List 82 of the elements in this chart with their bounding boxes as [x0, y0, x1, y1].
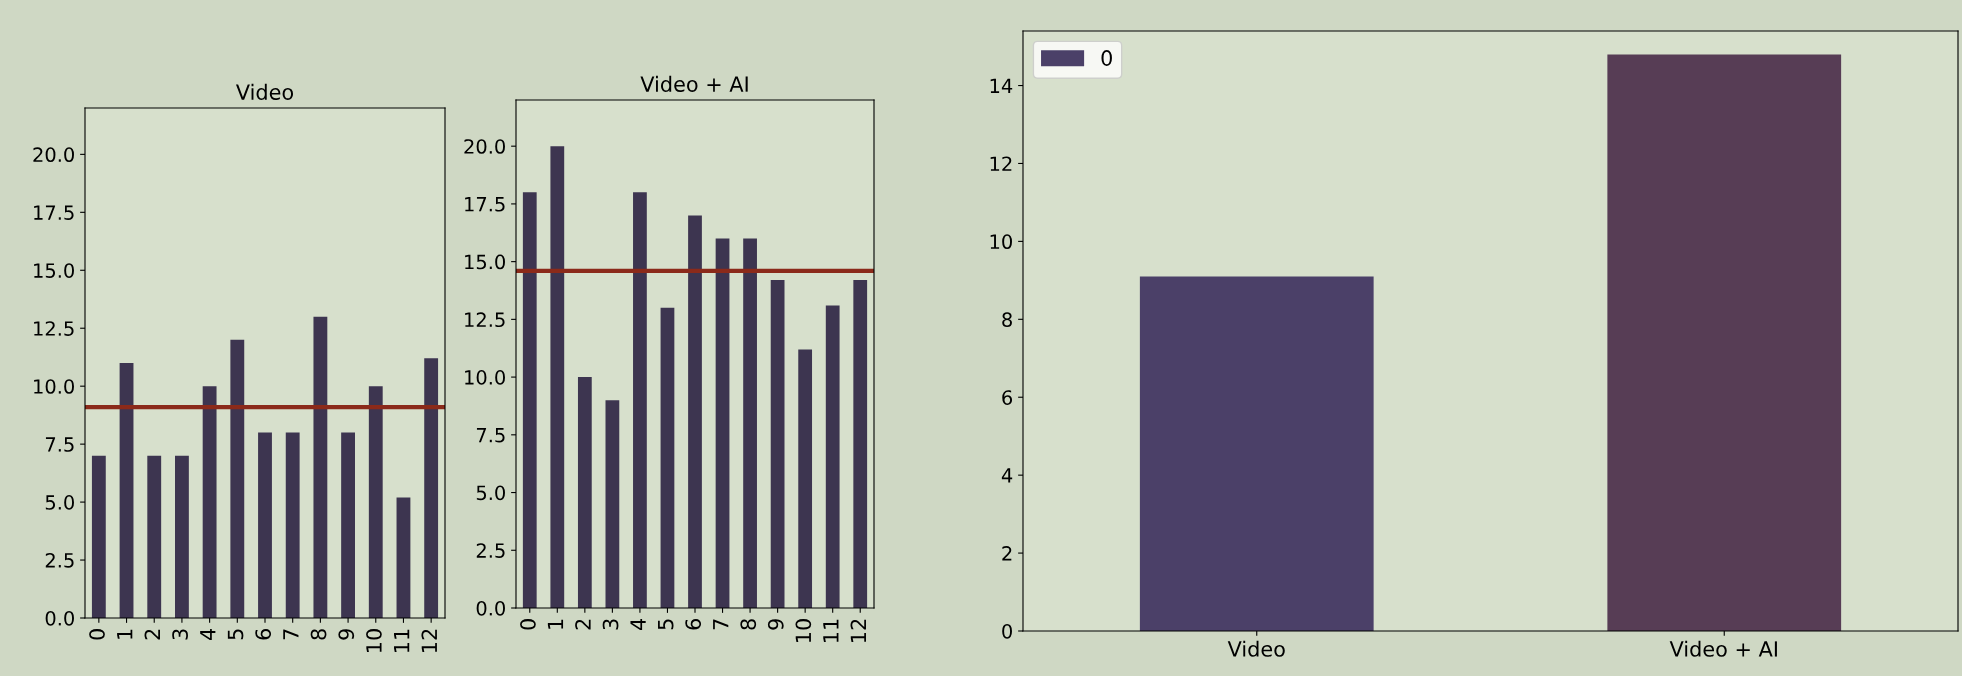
bar	[175, 455, 189, 618]
x-tick-label: 1	[117, 629, 133, 639]
x-tick-label: 10	[366, 629, 382, 652]
bar	[660, 307, 675, 608]
bar	[147, 455, 162, 618]
y-tick-label: 10.0	[465, 370, 505, 385]
y-tick-label: 2.5	[476, 543, 505, 558]
y-tick-label: 2	[1002, 546, 1012, 561]
bar	[258, 432, 272, 618]
bar	[577, 377, 592, 608]
y-tick-label: 6	[1002, 390, 1013, 405]
y-tick-label: 12	[990, 156, 1012, 171]
y-tick-label: 15.0	[465, 254, 505, 270]
bar	[633, 192, 647, 608]
y-tick-label: 12.5	[34, 321, 74, 336]
x-tick-label: 6	[685, 619, 702, 630]
y-tick-label: 5.0	[476, 485, 505, 501]
bar	[853, 280, 868, 608]
x-tick-label: 1	[547, 619, 564, 629]
bar	[770, 280, 785, 608]
y-tick-label: 5.0	[45, 495, 74, 510]
x-tick-label: 8	[740, 619, 757, 630]
y-tick-label: 0.0	[476, 600, 505, 616]
x-tick-label: 2	[144, 629, 160, 640]
y-tick-label: 7.5	[45, 437, 74, 452]
bar	[230, 339, 245, 618]
x-tick-label: Video + AI	[1669, 640, 1777, 657]
x-tick-label: 5	[658, 619, 674, 630]
y-tick-label: 7.5	[476, 428, 505, 443]
x-tick-label: 8	[310, 629, 327, 640]
x-tick-label: 7	[713, 619, 729, 630]
bar	[313, 316, 328, 618]
y-tick-label: 4	[1001, 468, 1013, 483]
x-tick-label: 12	[850, 619, 866, 642]
y-tick-label: 2.5	[45, 553, 74, 568]
bar	[522, 192, 537, 608]
x-tick-label: 12	[421, 629, 437, 652]
y-tick-label: 17.5	[465, 197, 505, 212]
bar	[341, 432, 355, 618]
x-tick-label: 9	[767, 619, 784, 630]
bar	[119, 363, 134, 618]
bar	[550, 146, 565, 608]
x-tick-label: 0	[520, 619, 536, 630]
x-tick-label: 11	[823, 619, 839, 642]
bar	[743, 238, 757, 608]
x-tick-label: 7	[283, 629, 299, 640]
y-tick-label: 10	[990, 234, 1012, 250]
bar	[605, 400, 620, 608]
y-tick-label: 10.0	[34, 379, 74, 394]
x-tick-label: 4	[630, 618, 646, 630]
y-tick-label: 8	[1002, 312, 1012, 327]
chart-title: Video + AI	[640, 75, 748, 92]
x-tick-label: Video	[1227, 640, 1285, 657]
bar	[798, 349, 813, 608]
x-tick-label: 3	[602, 619, 619, 630]
y-tick-label: 20.0	[464, 139, 505, 154]
bar	[715, 238, 730, 608]
y-tick-label: 17.5	[34, 205, 74, 220]
bar	[688, 215, 702, 608]
y-tick-label: 0.0	[45, 610, 74, 626]
bar	[424, 358, 439, 618]
x-tick-label: 0	[89, 629, 105, 640]
legend-label: 0	[1101, 50, 1112, 66]
chart-title: Video	[235, 83, 294, 100]
x-tick-label: 5	[227, 629, 244, 640]
bar	[396, 497, 411, 618]
x-tick-label: 3	[172, 629, 188, 640]
x-tick-label: 4	[200, 628, 216, 640]
y-tick-label: 14	[990, 78, 1013, 93]
x-tick-label: 2	[575, 619, 591, 630]
y-tick-label: 15.0	[34, 263, 74, 278]
y-tick-label: 20.0	[33, 147, 74, 163]
y-tick-label: 12.5	[465, 312, 505, 328]
bar	[825, 305, 840, 608]
bar	[285, 432, 300, 618]
x-tick-label: 6	[255, 629, 272, 640]
bar	[91, 455, 106, 618]
bar	[368, 386, 383, 618]
x-tick-label: 9	[338, 629, 355, 640]
x-tick-label: 11	[394, 629, 410, 652]
x-tick-label: 10	[795, 619, 812, 642]
bar	[202, 386, 217, 618]
